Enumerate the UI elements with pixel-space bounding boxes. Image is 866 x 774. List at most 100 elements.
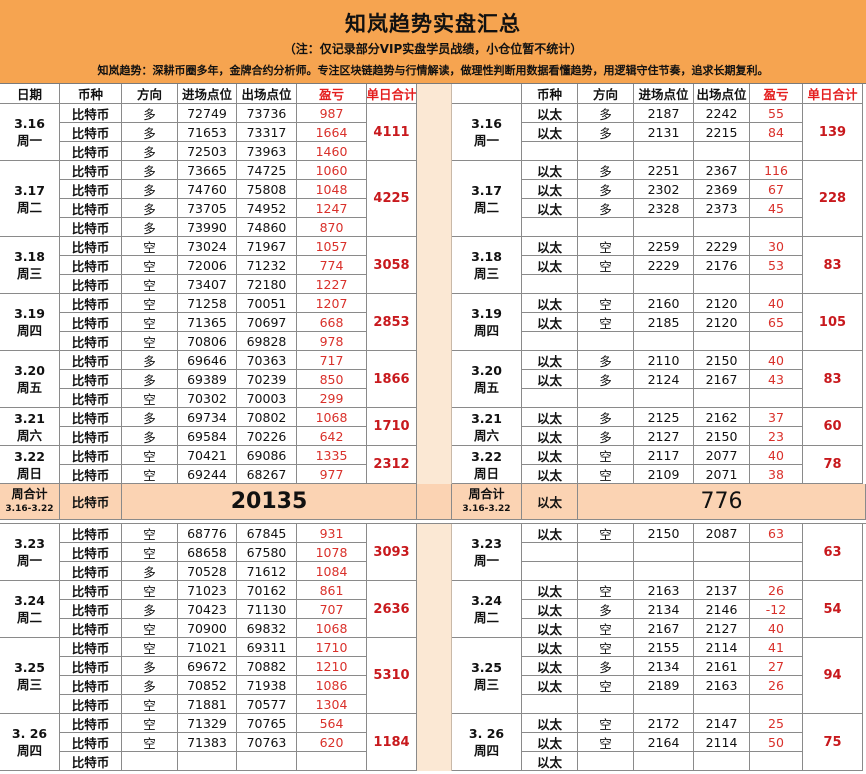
eth-exit-cell: 2369 bbox=[694, 180, 750, 199]
date-label: 3.23 bbox=[471, 536, 502, 551]
btc-direction-cell: 空 bbox=[122, 389, 178, 408]
eth-coin-cell: 以太 bbox=[522, 465, 578, 484]
eth-entry-cell bbox=[634, 543, 694, 562]
btc-pnl-cell: 1460 bbox=[297, 142, 367, 161]
eth-coin-cell: 以太 bbox=[522, 714, 578, 733]
btc-pnl-cell: 1207 bbox=[297, 294, 367, 313]
btc-pnl-cell: 707 bbox=[297, 600, 367, 619]
eth-pnl-cell bbox=[750, 389, 803, 408]
eth-exit-cell: 2367 bbox=[694, 161, 750, 180]
btc-daily-total: 3093 bbox=[367, 524, 417, 581]
btc-exit-cell: 67845 bbox=[237, 524, 297, 543]
btc-coin-cell: 比特币 bbox=[60, 427, 122, 446]
eth-direction-cell: 空 bbox=[578, 714, 634, 733]
btc-coin-cell: 比特币 bbox=[60, 123, 122, 142]
btc-exit-cell: 73317 bbox=[237, 123, 297, 142]
eth-entry-cell: 2251 bbox=[634, 161, 694, 180]
btc-entry-cell: 71329 bbox=[178, 714, 237, 733]
eth-entry-cell: 2172 bbox=[634, 714, 694, 733]
eth-direction-cell: 多 bbox=[578, 370, 634, 389]
btc-direction-cell: 多 bbox=[122, 370, 178, 389]
eth-entry-cell bbox=[634, 695, 694, 714]
btc-pnl-cell: 1247 bbox=[297, 199, 367, 218]
btc-pnl-cell: 1335 bbox=[297, 446, 367, 465]
date-cell: 3.19 周四 bbox=[0, 294, 60, 351]
column-header: 单日合计 bbox=[803, 84, 863, 104]
separator-column bbox=[417, 638, 452, 714]
eth-pnl-cell: 116 bbox=[750, 161, 803, 180]
eth-direction-cell bbox=[578, 332, 634, 351]
btc-exit-cell: 70363 bbox=[237, 351, 297, 370]
btc-coin-cell: 比特币 bbox=[60, 351, 122, 370]
btc-coin-cell: 比特币 bbox=[60, 714, 122, 733]
btc-coin-cell: 比特币 bbox=[60, 294, 122, 313]
btc-coin-cell: 比特币 bbox=[60, 524, 122, 543]
weekday-label: 周一 bbox=[16, 553, 42, 568]
btc-pnl-cell: 1068 bbox=[297, 619, 367, 638]
eth-direction-cell bbox=[578, 695, 634, 714]
date-label: 3.22 bbox=[471, 448, 502, 464]
eth-entry-cell: 2302 bbox=[634, 180, 694, 199]
eth-direction-cell: 多 bbox=[578, 104, 634, 123]
eth-direction-cell: 空 bbox=[578, 581, 634, 600]
eth-direction-cell: 空 bbox=[578, 237, 634, 256]
btc-direction-cell: 空 bbox=[122, 275, 178, 294]
separator-column bbox=[417, 446, 452, 484]
weekday-label: 周四 bbox=[16, 323, 42, 338]
btc-pnl-cell: 1304 bbox=[297, 695, 367, 714]
weekly-summary-label: 周合计 3.16-3.22 bbox=[452, 484, 522, 520]
eth-pnl-cell bbox=[750, 218, 803, 237]
eth-coin-cell: 以太 bbox=[522, 657, 578, 676]
column-header: 方向 bbox=[122, 84, 178, 104]
eth-exit-cell: 2127 bbox=[694, 619, 750, 638]
btc-entry-cell: 71383 bbox=[178, 733, 237, 752]
btc-exit-cell: 70882 bbox=[237, 657, 297, 676]
btc-exit-cell: 70162 bbox=[237, 581, 297, 600]
btc-entry-cell: 68776 bbox=[178, 524, 237, 543]
eth-exit-cell: 2163 bbox=[694, 676, 750, 695]
page-title: 知岚趋势实盘汇总 bbox=[345, 12, 521, 36]
eth-pnl-cell: 55 bbox=[750, 104, 803, 123]
btc-daily-total: 4225 bbox=[367, 161, 417, 237]
date-label: 3.16 bbox=[14, 116, 45, 131]
separator-column bbox=[417, 581, 452, 638]
btc-exit-cell: 67580 bbox=[237, 543, 297, 562]
eth-coin-cell: 以太 bbox=[522, 256, 578, 275]
eth-entry-cell: 2229 bbox=[634, 256, 694, 275]
btc-entry-cell: 74760 bbox=[178, 180, 237, 199]
date-cell: 3.18 周三 bbox=[452, 237, 522, 294]
date-cell: 3.21 周六 bbox=[0, 408, 60, 446]
btc-entry-cell: 69672 bbox=[178, 657, 237, 676]
separator-column bbox=[417, 714, 452, 771]
date-label: 3.20 bbox=[14, 363, 45, 378]
btc-coin-cell: 比特币 bbox=[60, 619, 122, 638]
eth-direction-cell: 多 bbox=[578, 123, 634, 142]
btc-exit-cell: 69086 bbox=[237, 446, 297, 465]
column-header: 进场点位 bbox=[178, 84, 237, 104]
eth-direction-cell bbox=[578, 752, 634, 771]
btc-direction-cell: 空 bbox=[122, 332, 178, 351]
eth-direction-cell: 空 bbox=[578, 446, 634, 465]
separator-column bbox=[417, 408, 452, 446]
btc-exit-cell: 70577 bbox=[237, 695, 297, 714]
eth-coin-cell bbox=[522, 543, 578, 562]
eth-entry-cell: 2189 bbox=[634, 676, 694, 695]
btc-entry-cell: 72749 bbox=[178, 104, 237, 123]
eth-daily-total: 54 bbox=[803, 581, 863, 638]
eth-coin-cell bbox=[522, 275, 578, 294]
weekday-label: 周五 bbox=[473, 380, 499, 395]
btc-daily-total: 4111 bbox=[367, 104, 417, 161]
btc-coin-cell: 比特币 bbox=[60, 562, 122, 581]
date-cell: 3.23 周一 bbox=[452, 524, 522, 581]
eth-entry-cell: 2259 bbox=[634, 237, 694, 256]
btc-coin-cell: 比特币 bbox=[60, 600, 122, 619]
eth-exit-cell: 2114 bbox=[694, 733, 750, 752]
btc-daily-total: 1710 bbox=[367, 408, 417, 446]
eth-entry-cell: 2131 bbox=[634, 123, 694, 142]
btc-coin-cell: 比特币 bbox=[60, 465, 122, 484]
eth-coin-cell: 以太 bbox=[522, 370, 578, 389]
weekday-label: 周六 bbox=[473, 427, 499, 443]
weekly-summary-btc-coin: 比特币 bbox=[60, 484, 122, 520]
btc-coin-cell: 比特币 bbox=[60, 180, 122, 199]
